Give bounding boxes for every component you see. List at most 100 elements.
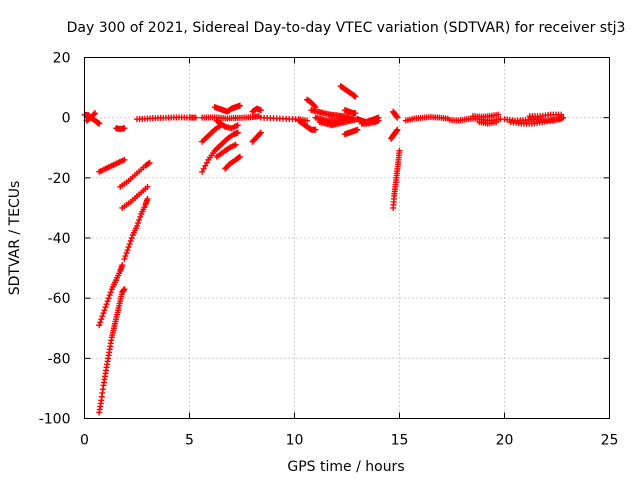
x-tick-label: 5 (185, 433, 194, 449)
data-point (123, 250, 130, 257)
series-seg-16 (199, 113, 262, 122)
y-tick-label: -20 (48, 171, 71, 187)
data-point (199, 168, 206, 175)
data-point (235, 154, 242, 161)
series-seg-39 (507, 116, 565, 127)
data-point (107, 289, 114, 296)
data-point (121, 256, 128, 263)
data-point (146, 159, 153, 166)
y-tick-label: -100 (39, 412, 71, 428)
data-point (119, 262, 126, 269)
data-point (232, 141, 239, 148)
series-seg-17 (211, 102, 243, 115)
data-points (81, 83, 567, 416)
series-seg-22 (304, 96, 319, 111)
series-seg-38 (501, 114, 567, 124)
series-seg-14 (222, 153, 243, 172)
data-point (144, 183, 151, 190)
data-point (236, 153, 243, 160)
data-point (90, 111, 97, 118)
data-point (304, 117, 311, 124)
data-point (495, 111, 502, 118)
data-point (128, 235, 135, 241)
data-point (103, 301, 110, 308)
data-point (137, 213, 144, 220)
data-point (493, 119, 500, 126)
x-tick-label: 15 (391, 433, 409, 449)
data-point (135, 219, 142, 226)
data-point (134, 222, 140, 229)
data-point (121, 125, 128, 132)
data-point (257, 129, 264, 136)
data-point (101, 307, 108, 314)
y-tick-label: -80 (48, 351, 71, 367)
series-seg-18 (249, 129, 264, 145)
series-seg-28 (341, 126, 361, 138)
y-tick-label: -60 (48, 291, 71, 307)
series-seg-36 (470, 111, 502, 120)
chart-title: Day 300 of 2021, Sidereal Day-to-day VTE… (67, 20, 626, 36)
data-point (200, 165, 207, 172)
series-seg-33 (390, 147, 403, 211)
series-seg-37 (476, 119, 500, 127)
data-point (105, 295, 112, 302)
data-point (96, 322, 103, 329)
data-point (102, 304, 109, 311)
series-seg-04 (96, 262, 126, 329)
data-point (202, 162, 209, 169)
series-seg-30 (358, 117, 382, 127)
series-seg-10 (134, 114, 199, 123)
data-point (352, 110, 359, 117)
data-point (256, 130, 263, 137)
data-point (394, 126, 401, 133)
x-tick-label: 20 (496, 433, 514, 449)
data-point (100, 310, 107, 317)
data-point (106, 292, 113, 299)
data-point (126, 241, 133, 248)
x-tick-label: 0 (80, 433, 89, 449)
data-point (396, 147, 403, 154)
data-point (234, 129, 241, 136)
data-point (558, 111, 565, 118)
x-axis-label: GPS time / hours (287, 459, 404, 475)
series-seg-25 (316, 116, 361, 129)
data-point (394, 114, 401, 121)
series-seg-21 (295, 117, 319, 133)
data-point (236, 102, 243, 109)
series-seg-11 (199, 129, 241, 175)
series-seg-08 (119, 183, 151, 211)
series-seg-03 (96, 156, 128, 175)
series-seg-26 (337, 83, 359, 100)
plot-frame (84, 57, 610, 419)
series-seg-07 (117, 159, 153, 190)
data-point (104, 298, 111, 305)
series-seg-19 (249, 105, 264, 115)
data-point (125, 244, 132, 251)
data-point (145, 160, 152, 167)
series-seg-09 (121, 195, 151, 263)
data-point (97, 319, 104, 326)
tick-labels: 0 5 10 15 20 25 20 0 -20 -40 -60 -80 -100 (39, 51, 619, 449)
y-axis-label: SDTVAR / TECUs (7, 181, 23, 296)
data-point (92, 110, 98, 117)
x-tick-label: 10 (286, 433, 304, 449)
data-point (352, 93, 359, 100)
data-point (124, 247, 131, 254)
series-seg-13 (213, 141, 239, 160)
series-seg-34 (402, 114, 451, 124)
y-tick-label: 20 (53, 51, 71, 67)
series-seg-02 (83, 110, 98, 124)
data-point (203, 159, 210, 166)
series-seg-40 (526, 111, 565, 120)
data-point (354, 126, 361, 133)
data-point (121, 286, 128, 293)
data-point (144, 195, 151, 202)
data-point (99, 313, 106, 320)
series-seg-06 (113, 125, 128, 133)
series-seg-32 (388, 126, 401, 142)
y-tick-label: -40 (48, 231, 71, 247)
series-seg-31 (390, 108, 401, 121)
series-seg-05 (96, 286, 128, 416)
data-point (96, 120, 103, 127)
data-point (375, 117, 382, 124)
